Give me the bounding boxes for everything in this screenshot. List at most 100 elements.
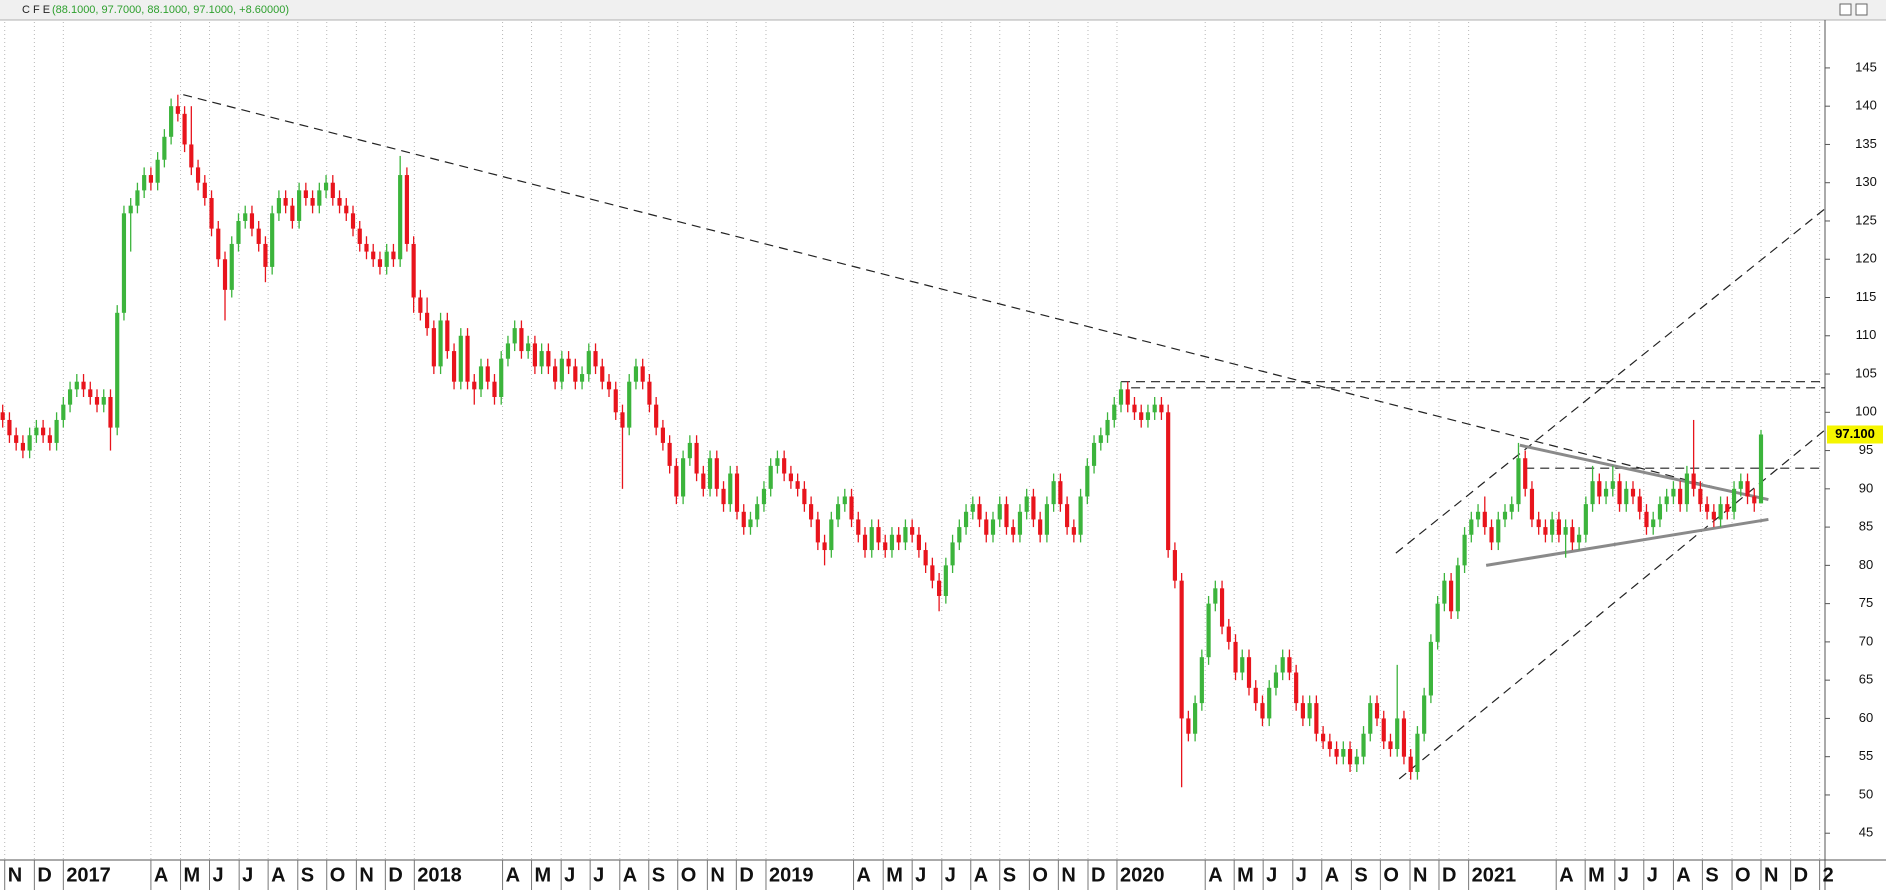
ohlc-readout: (88.1000, 97.7000, 88.1000, 97.1000, +8.… (52, 4, 289, 16)
candle-body (1664, 496, 1669, 505)
trend-line (1519, 443, 1769, 502)
candle-body (1071, 527, 1076, 535)
candle-body (1159, 404, 1164, 413)
candle-body (1112, 404, 1117, 420)
candle-body (802, 488, 807, 505)
candle-body (398, 175, 403, 260)
x-tick-label: S (1354, 864, 1367, 886)
candle-body (1354, 756, 1359, 765)
candle-body (1489, 527, 1494, 543)
trend-line (183, 94, 1752, 498)
candle-body (606, 381, 612, 390)
candle-body (101, 396, 106, 405)
candle-body (775, 458, 780, 466)
candle-body (344, 205, 349, 214)
candle-body (377, 259, 383, 267)
x-tick-label: S (1003, 864, 1016, 886)
candle-body (162, 136, 167, 160)
candle-body (155, 159, 160, 183)
candle-body (451, 351, 457, 382)
candle-body (1758, 434, 1764, 504)
candle-body (115, 312, 120, 428)
candle-body (1017, 511, 1023, 535)
candle-body (1206, 603, 1211, 658)
candle-body (627, 381, 632, 428)
candle-body (1321, 733, 1326, 742)
candle-body (566, 358, 571, 367)
candle-body (937, 580, 942, 596)
candle-body (526, 343, 531, 352)
candle-body (1051, 481, 1056, 505)
candle-body (499, 358, 504, 397)
candle-body (1590, 481, 1595, 505)
candle-body (243, 213, 248, 221)
x-tick-label: N (1061, 864, 1075, 886)
candle-body (734, 473, 740, 512)
candle-body (1617, 481, 1622, 505)
x-tick-label: N (1413, 864, 1427, 886)
candle-body (620, 412, 625, 428)
candle-body (1583, 504, 1588, 535)
candle-body (761, 488, 767, 505)
candle-body (984, 519, 989, 535)
candle-body (276, 198, 281, 214)
last-price-tag (1827, 425, 1883, 444)
candle-body (330, 182, 335, 199)
candle-body (849, 496, 854, 520)
candle-body (1011, 527, 1016, 535)
candle-body (1462, 534, 1467, 566)
candle-body (856, 519, 861, 535)
candle-body (1678, 488, 1683, 505)
x-tick-label: N (359, 864, 373, 886)
candle-body (209, 198, 214, 229)
candle-body (788, 473, 793, 482)
candle-body (1725, 504, 1730, 512)
candle-body (795, 481, 800, 489)
title-bar (0, 0, 1886, 20)
candle-body (869, 527, 874, 551)
candle-body (317, 190, 322, 206)
candle-body (1523, 458, 1528, 489)
candle-body (1543, 527, 1548, 535)
y-tick-label: 65 (1859, 672, 1873, 687)
candle-body (916, 534, 921, 551)
candle-body (1415, 733, 1420, 772)
candle-body (943, 565, 948, 596)
y-tick-label: 115 (1856, 289, 1877, 304)
candle-body (1233, 641, 1238, 673)
candle-body (1004, 504, 1009, 528)
candle-body (1125, 389, 1130, 405)
candle-body (303, 190, 308, 199)
x-tick-label: A (857, 864, 871, 886)
candle-body (728, 473, 733, 505)
candle-body (876, 527, 881, 543)
candle-body (1651, 519, 1656, 528)
x-tick-label: J (1647, 864, 1658, 886)
candle-body (1347, 749, 1353, 765)
trend-lines (183, 94, 1826, 780)
candle-body (1334, 749, 1339, 757)
y-tick-label: 110 (1856, 327, 1877, 342)
x-tick-label: 2019 (769, 864, 814, 886)
candle-body (297, 190, 302, 221)
close-button[interactable] (1855, 3, 1868, 16)
candle-body (1422, 695, 1427, 734)
candle-body (458, 335, 463, 382)
y-tick-label: 100 (1855, 404, 1877, 419)
candle-body (438, 320, 443, 367)
candle-body (990, 519, 996, 535)
candle-body (1698, 488, 1703, 505)
y-tick-label: 55 (1859, 748, 1873, 763)
x-tick-label: J (1266, 864, 1277, 886)
candle-body (364, 243, 369, 252)
candle-body (1078, 496, 1083, 535)
x-tick-label: O (330, 864, 346, 886)
restore-button[interactable] (1839, 3, 1852, 16)
candle-body (492, 381, 497, 397)
candle-body (809, 504, 814, 520)
y-tick-label: 105 (1855, 365, 1877, 380)
candle-body (121, 213, 127, 313)
grid (4, 22, 1821, 860)
candle-body (1731, 488, 1737, 512)
candle-body (687, 442, 692, 459)
